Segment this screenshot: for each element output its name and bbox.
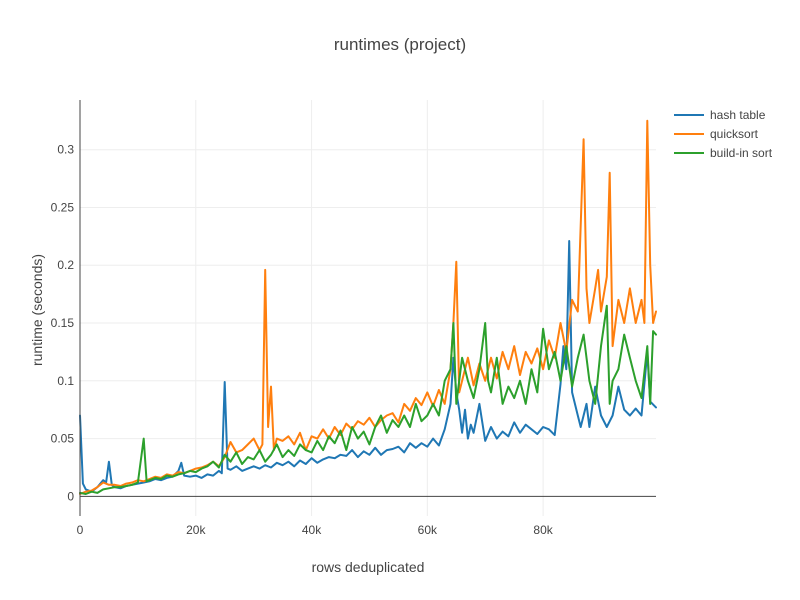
- chart-title: runtimes (project): [334, 35, 466, 54]
- y-tick-label: 0.25: [51, 200, 75, 214]
- x-tick-label: 40k: [302, 523, 322, 537]
- legend-label: build-in sort: [710, 146, 773, 160]
- series-line-build-in-sort: [79, 304, 657, 495]
- grid-lines: [80, 100, 656, 516]
- legend: hash table quicksort build-in sort: [674, 108, 773, 160]
- x-tick-label: 80k: [533, 523, 553, 537]
- y-tick-label: 0.3: [57, 143, 74, 157]
- axes: 0 0.05 0.1 0.15 0.2 0.25 0.3 0 20k 40k 60k 80k: [51, 100, 656, 537]
- y-tick-label: 0.1: [57, 374, 74, 388]
- legend-label: quicksort: [710, 127, 759, 141]
- x-tick-label: 0: [77, 523, 84, 537]
- y-tick-label: 0.05: [51, 432, 75, 446]
- x-tick-label: 60k: [418, 523, 438, 537]
- y-tick-label: 0.2: [57, 258, 74, 272]
- y-axis-title: runtime (seconds): [29, 254, 45, 366]
- y-tick-label: 0.15: [51, 316, 75, 330]
- series-layer: [79, 119, 657, 495]
- x-tick-label: 20k: [186, 523, 206, 537]
- legend-label: hash table: [710, 108, 766, 122]
- x-axis-title: rows deduplicated: [312, 559, 425, 575]
- y-tick-label: 0: [67, 489, 74, 503]
